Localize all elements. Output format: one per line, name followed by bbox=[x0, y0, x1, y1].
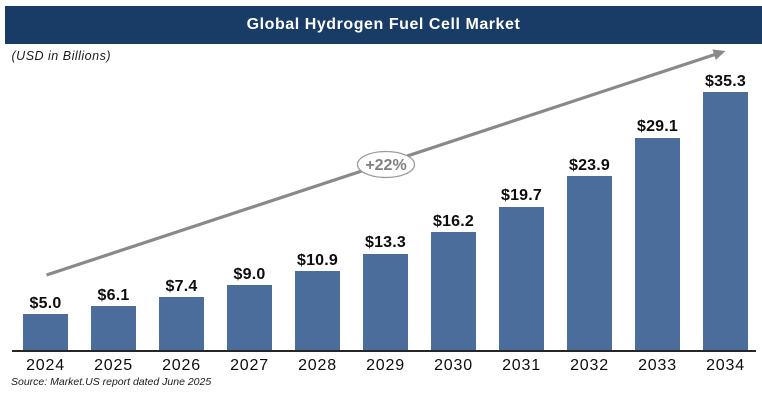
svg-text:+22%: +22% bbox=[365, 157, 406, 174]
